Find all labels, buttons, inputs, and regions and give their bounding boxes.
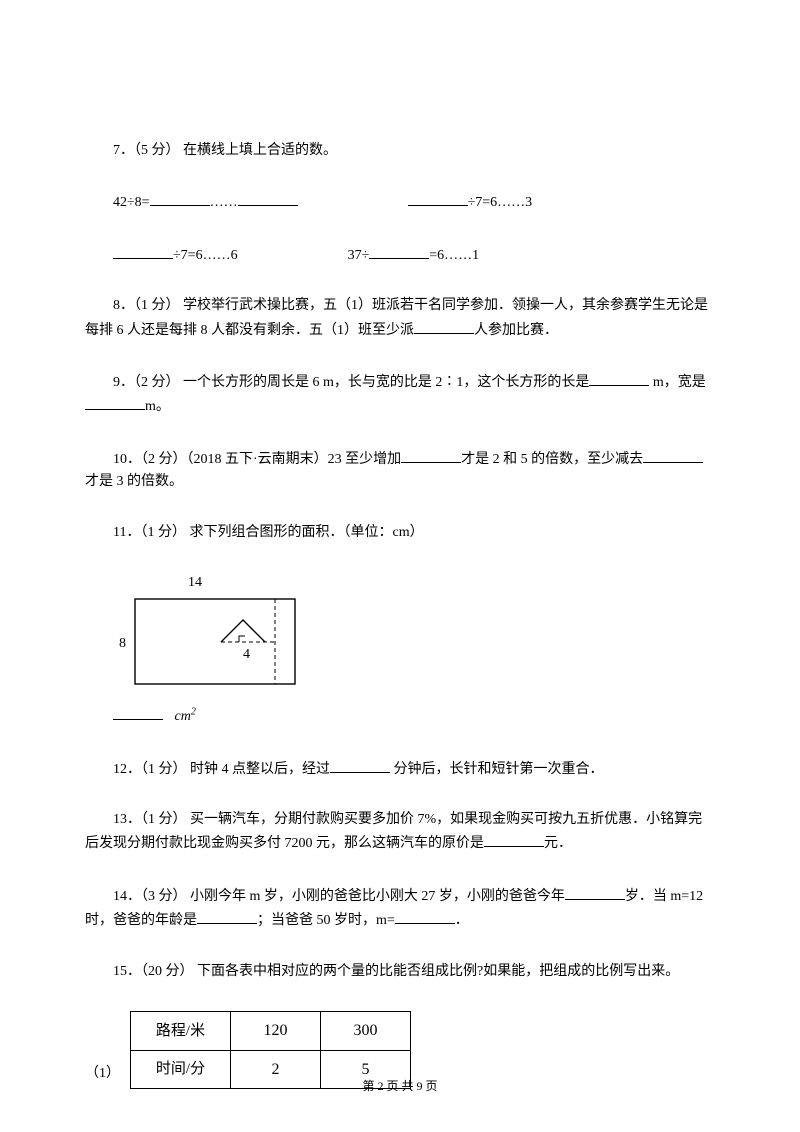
q7-r1a-mid: …… bbox=[210, 195, 238, 210]
q14-post: ． bbox=[455, 913, 469, 928]
table-cell: 路程/米 bbox=[131, 1012, 231, 1051]
blank bbox=[197, 908, 257, 924]
q7-prompt: 7．（5 分） 在横线上填上合适的数。 bbox=[85, 140, 715, 162]
page-footer: 第 2 页 共 9 页 bbox=[0, 1077, 800, 1096]
q7-r2b-suf: =6……1 bbox=[429, 248, 479, 263]
blank bbox=[85, 394, 145, 410]
q8: 8．（1 分） 学校举行武术操比赛，五（1）班派若干名同学参加．领操一人，其余参… bbox=[85, 295, 715, 342]
q14: 14．（3 分） 小刚今年 m 岁，小刚的爸爸比小刚大 27 岁，小刚的爸爸今年… bbox=[85, 884, 715, 933]
blank bbox=[589, 370, 649, 386]
q11-unit: cm bbox=[175, 709, 191, 724]
blank bbox=[330, 757, 390, 773]
q7-r2b-pre: 37÷ bbox=[348, 248, 370, 263]
blank bbox=[395, 908, 455, 924]
q12-pre: 12．（1 分） 时钟 4 点整以后，经过 bbox=[113, 762, 330, 777]
blank bbox=[238, 190, 298, 206]
table-cell: 300 bbox=[321, 1012, 411, 1051]
q9-mid: m，宽是 bbox=[649, 375, 705, 390]
blank bbox=[408, 190, 468, 206]
q9: 9．（2 分） 一个长方形的周长是 6 m，长与宽的比是 2∶1，这个长方形的长… bbox=[85, 370, 715, 419]
q15-text: 15．（20 分） 下面各表中相对应的两个量的比能否组成比例?如果能，把组成的比… bbox=[85, 961, 715, 983]
q14-mid2: ；当爸爸 50 岁时，m= bbox=[257, 913, 395, 928]
q11-left-label: 8 bbox=[119, 636, 126, 651]
blank bbox=[565, 884, 625, 900]
q13-pre: 13．（1 分） 买一辆汽车，分期付款购买要多加价 7%，如果现金购买可按九五折… bbox=[85, 812, 702, 851]
table-row: 路程/米 120 300 bbox=[131, 1012, 411, 1051]
q12: 12．（1 分） 时钟 4 点整以后，经过 分钟后，长针和短针第一次重合． bbox=[85, 757, 715, 781]
q11-diagram: 14 8 4 bbox=[113, 572, 715, 694]
blank bbox=[401, 447, 461, 463]
blank bbox=[414, 318, 474, 334]
q13-post: 元． bbox=[544, 836, 572, 851]
q11-text: 11．（1 分） 求下列组合图形的面积．（单位：cm） bbox=[85, 522, 715, 544]
q13: 13．（1 分） 买一辆汽车，分期付款购买要多加价 7%，如果现金购买可按九五折… bbox=[85, 809, 715, 856]
blank bbox=[484, 831, 544, 847]
q12-post: 分钟后，长针和短针第一次重合． bbox=[390, 762, 604, 777]
q11-answer-row: cm2 bbox=[113, 704, 715, 728]
blank bbox=[150, 190, 210, 206]
q11-top-label: 14 bbox=[188, 572, 715, 594]
q7-row1: 42÷8= …… ÷7=6……3 bbox=[85, 190, 715, 214]
q11-sup: 2 bbox=[191, 707, 196, 718]
blank bbox=[113, 243, 173, 259]
blank bbox=[643, 447, 703, 463]
q8-post: 人参加比赛． bbox=[474, 323, 558, 338]
q7-r1b-suf: ÷7=6……3 bbox=[468, 195, 533, 210]
q11-inner-label: 4 bbox=[243, 647, 250, 662]
q7-row2: ÷7=6……6 37÷ =6……1 bbox=[85, 243, 715, 267]
blank bbox=[113, 704, 163, 720]
q8-pre: 8．（1 分） 学校举行武术操比赛，五（1）班派若干名同学参加．领操一人，其余参… bbox=[85, 298, 708, 337]
blank bbox=[369, 243, 429, 259]
q10-pre: 10．（2 分）（2018 五下·云南期末）23 至少增加 bbox=[113, 452, 401, 467]
q9-pre: 9．（2 分） 一个长方形的周长是 6 m，长与宽的比是 2∶1，这个长方形的长… bbox=[113, 375, 589, 390]
q9-post: m。 bbox=[145, 399, 170, 414]
q10-mid: 才是 2 和 5 的倍数，至少减去 bbox=[461, 452, 643, 467]
q7-r1a-pre: 42÷8= bbox=[113, 195, 150, 210]
table-cell: 120 bbox=[231, 1012, 321, 1051]
q14-pre: 14．（3 分） 小刚今年 m 岁，小刚的爸爸比小刚大 27 岁，小刚的爸爸今年 bbox=[113, 889, 565, 904]
q7-r2a-suf: ÷7=6……6 bbox=[173, 248, 238, 263]
geometry-figure: 8 4 bbox=[113, 594, 313, 694]
q10: 10．（2 分）（2018 五下·云南期末）23 至少增加 才是 2 和 5 的倍… bbox=[85, 447, 715, 494]
q10-post: 才是 3 的倍数。 bbox=[85, 474, 183, 489]
